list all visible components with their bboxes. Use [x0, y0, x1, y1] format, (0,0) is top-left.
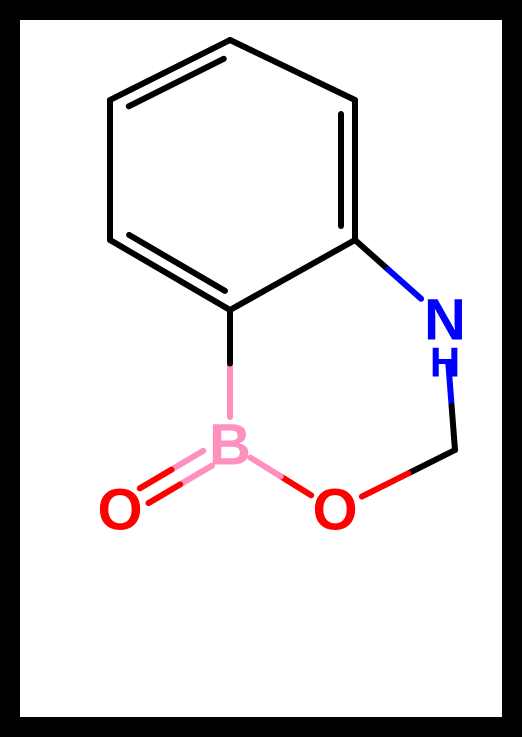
atom-label-B: B: [209, 413, 251, 478]
bond-N-C7: [452, 406, 455, 450]
atom-label-N-H: H: [430, 338, 460, 385]
atom-label-O1: O: [97, 478, 142, 543]
molecule-diagram: NHOBO: [0, 0, 522, 737]
atom-label-O2: O: [312, 478, 357, 543]
